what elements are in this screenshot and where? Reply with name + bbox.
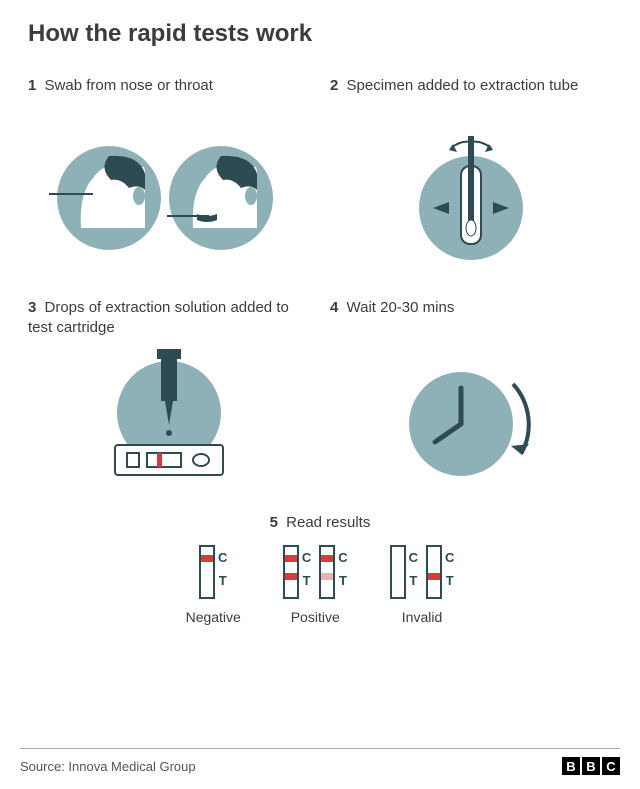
step-1-label: 1 Swab from nose or throat xyxy=(28,76,310,116)
test-strip: CT xyxy=(199,545,227,599)
steps-grid: 1 Swab from nose or throat xyxy=(28,76,612,490)
tube-icon xyxy=(391,128,551,268)
result-item: CTCT Invalid xyxy=(390,545,455,625)
bbc-logo-b1: B xyxy=(562,757,580,775)
step-4-text: Wait 20-30 mins xyxy=(347,299,455,316)
step-2-num: 2 xyxy=(330,77,338,94)
step-3-graphic xyxy=(28,350,310,490)
test-strip: CT xyxy=(390,545,418,599)
step-2-text: Specimen added to extraction tube xyxy=(347,77,579,94)
result-item: CTCT Positive xyxy=(283,545,348,625)
results-items: CTNegativeCTCTPositiveCTCTInvalid xyxy=(28,545,612,625)
step-3-label: 3 Drops of extraction solution added to … xyxy=(28,298,310,338)
step-1: 1 Swab from nose or throat xyxy=(28,76,310,268)
step-3: 3 Drops of extraction solution added to … xyxy=(28,298,310,490)
bbc-logo-c: C xyxy=(602,757,620,775)
step-3-num: 3 xyxy=(28,299,36,316)
result-caption: Negative xyxy=(186,609,241,625)
step-1-graphic xyxy=(28,128,310,268)
swab-icon xyxy=(49,138,289,258)
clock-icon xyxy=(381,350,561,490)
step-2-graphic xyxy=(330,128,612,268)
step-3-text: Drops of extraction solution added to te… xyxy=(28,299,289,336)
footer: Source: Innova Medical Group B B C xyxy=(20,748,620,775)
bbc-logo-b2: B xyxy=(582,757,600,775)
step-1-num: 1 xyxy=(28,77,36,94)
test-strip: CT xyxy=(283,545,311,599)
step-4-label: 4 Wait 20-30 mins xyxy=(330,298,612,338)
result-caption: Positive xyxy=(283,609,348,625)
step-5: 5 Read results CTNegativeCTCTPositiveCTC… xyxy=(28,514,612,625)
result-strips: CT xyxy=(186,545,241,599)
test-strip: CT xyxy=(426,545,454,599)
result-strips: CTCT xyxy=(390,545,455,599)
step-2-label: 2 Specimen added to extraction tube xyxy=(330,76,612,116)
step-1-text: Swab from nose or throat xyxy=(45,77,213,94)
step-2: 2 Specimen added to extraction tube xyxy=(330,76,612,268)
cartridge-icon xyxy=(79,345,259,495)
result-item: CT Negative xyxy=(186,545,241,625)
step-5-num: 5 xyxy=(270,514,278,531)
result-caption: Invalid xyxy=(390,609,455,625)
step-4: 4 Wait 20-30 mins xyxy=(330,298,612,490)
bbc-logo: B B C xyxy=(562,757,620,775)
result-strips: CTCT xyxy=(283,545,348,599)
page-title: How the rapid tests work xyxy=(28,20,612,48)
step-5-text: Read results xyxy=(286,514,370,531)
test-strip: CT xyxy=(319,545,347,599)
source-text: Source: Innova Medical Group xyxy=(20,759,196,774)
step-4-num: 4 xyxy=(330,299,338,316)
step-5-label: 5 Read results xyxy=(28,514,612,531)
step-4-graphic xyxy=(330,350,612,490)
